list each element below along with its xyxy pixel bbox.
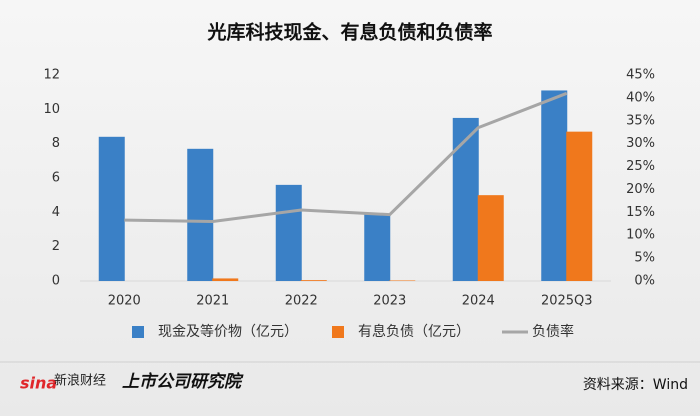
legend-label: 现金及等价物（亿元） [158, 323, 298, 340]
y2-tick-label: 0% [634, 274, 655, 289]
y2-tick-label: 20% [626, 182, 655, 197]
legend-label: 负债率 [532, 323, 574, 340]
bar [364, 214, 391, 281]
brand-institute: 上市公司研究院 [122, 372, 244, 392]
y-tick-label: 2 [52, 239, 60, 254]
bar [187, 148, 214, 281]
y2-tick-label: 5% [634, 251, 655, 266]
x-tick-label: 2024 [462, 294, 495, 309]
y-tick-label: 10 [43, 102, 60, 117]
bar [566, 131, 593, 281]
brand-name: 新浪财经 [54, 373, 106, 389]
bar [389, 280, 416, 281]
y2-tick-label: 30% [626, 136, 655, 151]
bar [452, 117, 479, 282]
y2-tick-label: 45% [626, 68, 655, 83]
y2-tick-label: 25% [626, 159, 655, 174]
line-series [124, 91, 568, 223]
bar [275, 184, 302, 281]
y-tick-label: 0 [52, 274, 60, 289]
y2-tick-label: 10% [626, 228, 655, 243]
legend-label: 有息负债（亿元） [358, 323, 470, 340]
y2-tick-label: 15% [626, 205, 655, 220]
bar [212, 278, 239, 281]
y-tick-label: 4 [52, 205, 60, 220]
y-tick-label: 6 [52, 171, 60, 186]
y-tick-label: 12 [43, 68, 60, 83]
x-tick-label: 2020 [108, 294, 141, 309]
bar [98, 136, 125, 281]
legend-swatch [132, 326, 144, 338]
source-note: 资料来源：Wind [583, 377, 688, 393]
y2-tick-label: 35% [626, 113, 655, 128]
x-tick-label: 2023 [373, 294, 406, 309]
chart-title: 光库科技现金、有息负债和负债率 [206, 21, 492, 44]
x-tick-label: 2021 [196, 294, 229, 309]
legend-swatch [332, 326, 344, 338]
x-tick-label: 2025Q3 [541, 294, 593, 309]
bar [477, 195, 504, 281]
bar [541, 90, 568, 281]
y-tick-label: 8 [52, 136, 60, 151]
bar [300, 280, 327, 281]
brand-logo: sina [20, 374, 57, 393]
y2-tick-label: 40% [626, 90, 655, 105]
x-tick-label: 2022 [285, 294, 318, 309]
